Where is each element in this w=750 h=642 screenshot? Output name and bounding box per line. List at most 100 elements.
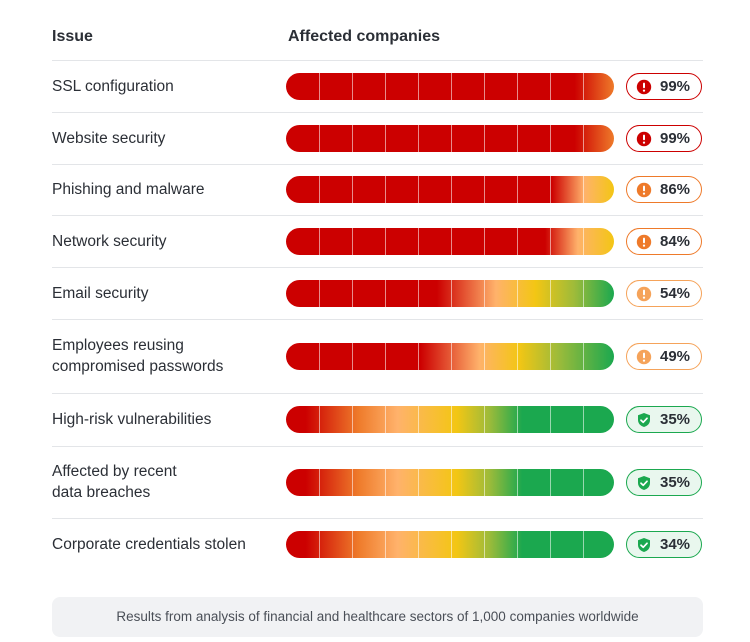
bar-segment-divider [451, 176, 452, 203]
footer-note: Results from analysis of financial and h… [52, 597, 703, 637]
bar-segment-divider [418, 469, 419, 496]
bar-segment-divider [517, 406, 518, 433]
percent-value: 54% [660, 285, 691, 302]
exclamation-circle-icon [636, 286, 652, 302]
percent-value: 99% [660, 78, 691, 95]
bar-segment-divider [352, 73, 353, 100]
bar-segment-divider [385, 73, 386, 100]
affected-bar [286, 228, 614, 255]
bar-segment-divider [451, 469, 452, 496]
bar-segment-divider [319, 531, 320, 558]
row-divider [52, 267, 703, 268]
issue-label: Website security [52, 130, 166, 147]
row-divider [52, 60, 703, 61]
affected-bar [286, 280, 614, 307]
bar-segment-divider [385, 176, 386, 203]
issue-label: High-risk vulnerabilities [52, 411, 212, 428]
bar-segment-divider [550, 469, 551, 496]
bar-segment-divider [484, 125, 485, 152]
bar-segment-divider [352, 176, 353, 203]
affected-bar [286, 531, 614, 558]
bar-segment-divider [418, 176, 419, 203]
table-row: Corporate credentials stolen 34% [0, 518, 750, 570]
bar-segment-divider [550, 343, 551, 370]
bar-segments [286, 343, 614, 370]
bar-segment-divider [352, 531, 353, 558]
bar-segment-divider [550, 280, 551, 307]
bar-segment-divider [451, 406, 452, 433]
bar-segments [286, 228, 614, 255]
table-row: Email security 54% [0, 267, 750, 319]
bar-segment-divider [418, 228, 419, 255]
bar-segment-divider [352, 228, 353, 255]
bar-segment-divider [583, 531, 584, 558]
row-divider [52, 164, 703, 165]
percent-badge: 49% [626, 343, 702, 370]
bar-segment-divider [418, 343, 419, 370]
row-divider [52, 446, 703, 447]
bar-segment-divider [385, 406, 386, 433]
percent-value: 35% [660, 411, 691, 428]
bar-segment-divider [418, 406, 419, 433]
exclamation-circle-icon [636, 234, 652, 250]
bar-segment-divider [550, 406, 551, 433]
issue-label: Email security [52, 285, 149, 302]
bar-segment-divider [484, 469, 485, 496]
bar-segment-divider [385, 343, 386, 370]
percent-badge: 54% [626, 280, 702, 307]
issue-label: Network security [52, 233, 167, 250]
percent-value: 35% [660, 474, 691, 491]
bar-segments [286, 406, 614, 433]
bar-segment-divider [583, 73, 584, 100]
percent-badge: 35% [626, 406, 702, 433]
table-row: Network security 84% [0, 215, 750, 267]
issue-column-header: Issue [52, 28, 93, 45]
bar-segment-divider [550, 125, 551, 152]
issue-label: SSL configuration [52, 78, 174, 95]
row-divider [52, 112, 703, 113]
percent-value: 99% [660, 130, 691, 147]
bar-segment-divider [352, 406, 353, 433]
bar-segment-divider [550, 176, 551, 203]
bar-segment-divider [583, 406, 584, 433]
percent-value: 86% [660, 181, 691, 198]
table-header: Issue Affected companies [0, 28, 750, 50]
bar-segment-divider [352, 343, 353, 370]
bar-segments [286, 531, 614, 558]
bar-segment-divider [583, 469, 584, 496]
bar-segment-divider [319, 343, 320, 370]
bar-segment-divider [385, 469, 386, 496]
bar-segment-divider [484, 531, 485, 558]
issue-label: Phishing and malware [52, 181, 205, 198]
affected-bar [286, 469, 614, 496]
table-row: SSL configuration 99% [0, 60, 750, 112]
table-row: Affected by recent data breaches 35% [0, 446, 750, 518]
bar-segment-divider [418, 73, 419, 100]
bar-segments [286, 73, 614, 100]
bar-segment-divider [385, 531, 386, 558]
bar-segment-divider [385, 228, 386, 255]
bar-segment-divider [451, 280, 452, 307]
bar-segment-divider [451, 73, 452, 100]
bar-segment-divider [319, 406, 320, 433]
bar-segment-divider [319, 228, 320, 255]
percent-badge: 34% [626, 531, 702, 558]
bar-segment-divider [484, 73, 485, 100]
bar-segment-divider [352, 469, 353, 496]
bar-segment-divider [352, 125, 353, 152]
bar-segment-divider [517, 176, 518, 203]
table-row: Website security 99% [0, 112, 750, 164]
bar-segment-divider [583, 176, 584, 203]
footer-text: Results from analysis of financial and h… [116, 609, 639, 624]
bar-segment-divider [583, 280, 584, 307]
bar-segment-divider [319, 125, 320, 152]
table-row: High-risk vulnerabilities 35% [0, 393, 750, 446]
affected-bar [286, 73, 614, 100]
bar-segment-divider [451, 531, 452, 558]
affected-bar [286, 125, 614, 152]
table-row: Employees reusing compromised passwords 4… [0, 319, 750, 393]
bar-segment-divider [550, 73, 551, 100]
bar-segment-divider [484, 176, 485, 203]
bar-segment-divider [517, 531, 518, 558]
percent-value: 49% [660, 348, 691, 365]
